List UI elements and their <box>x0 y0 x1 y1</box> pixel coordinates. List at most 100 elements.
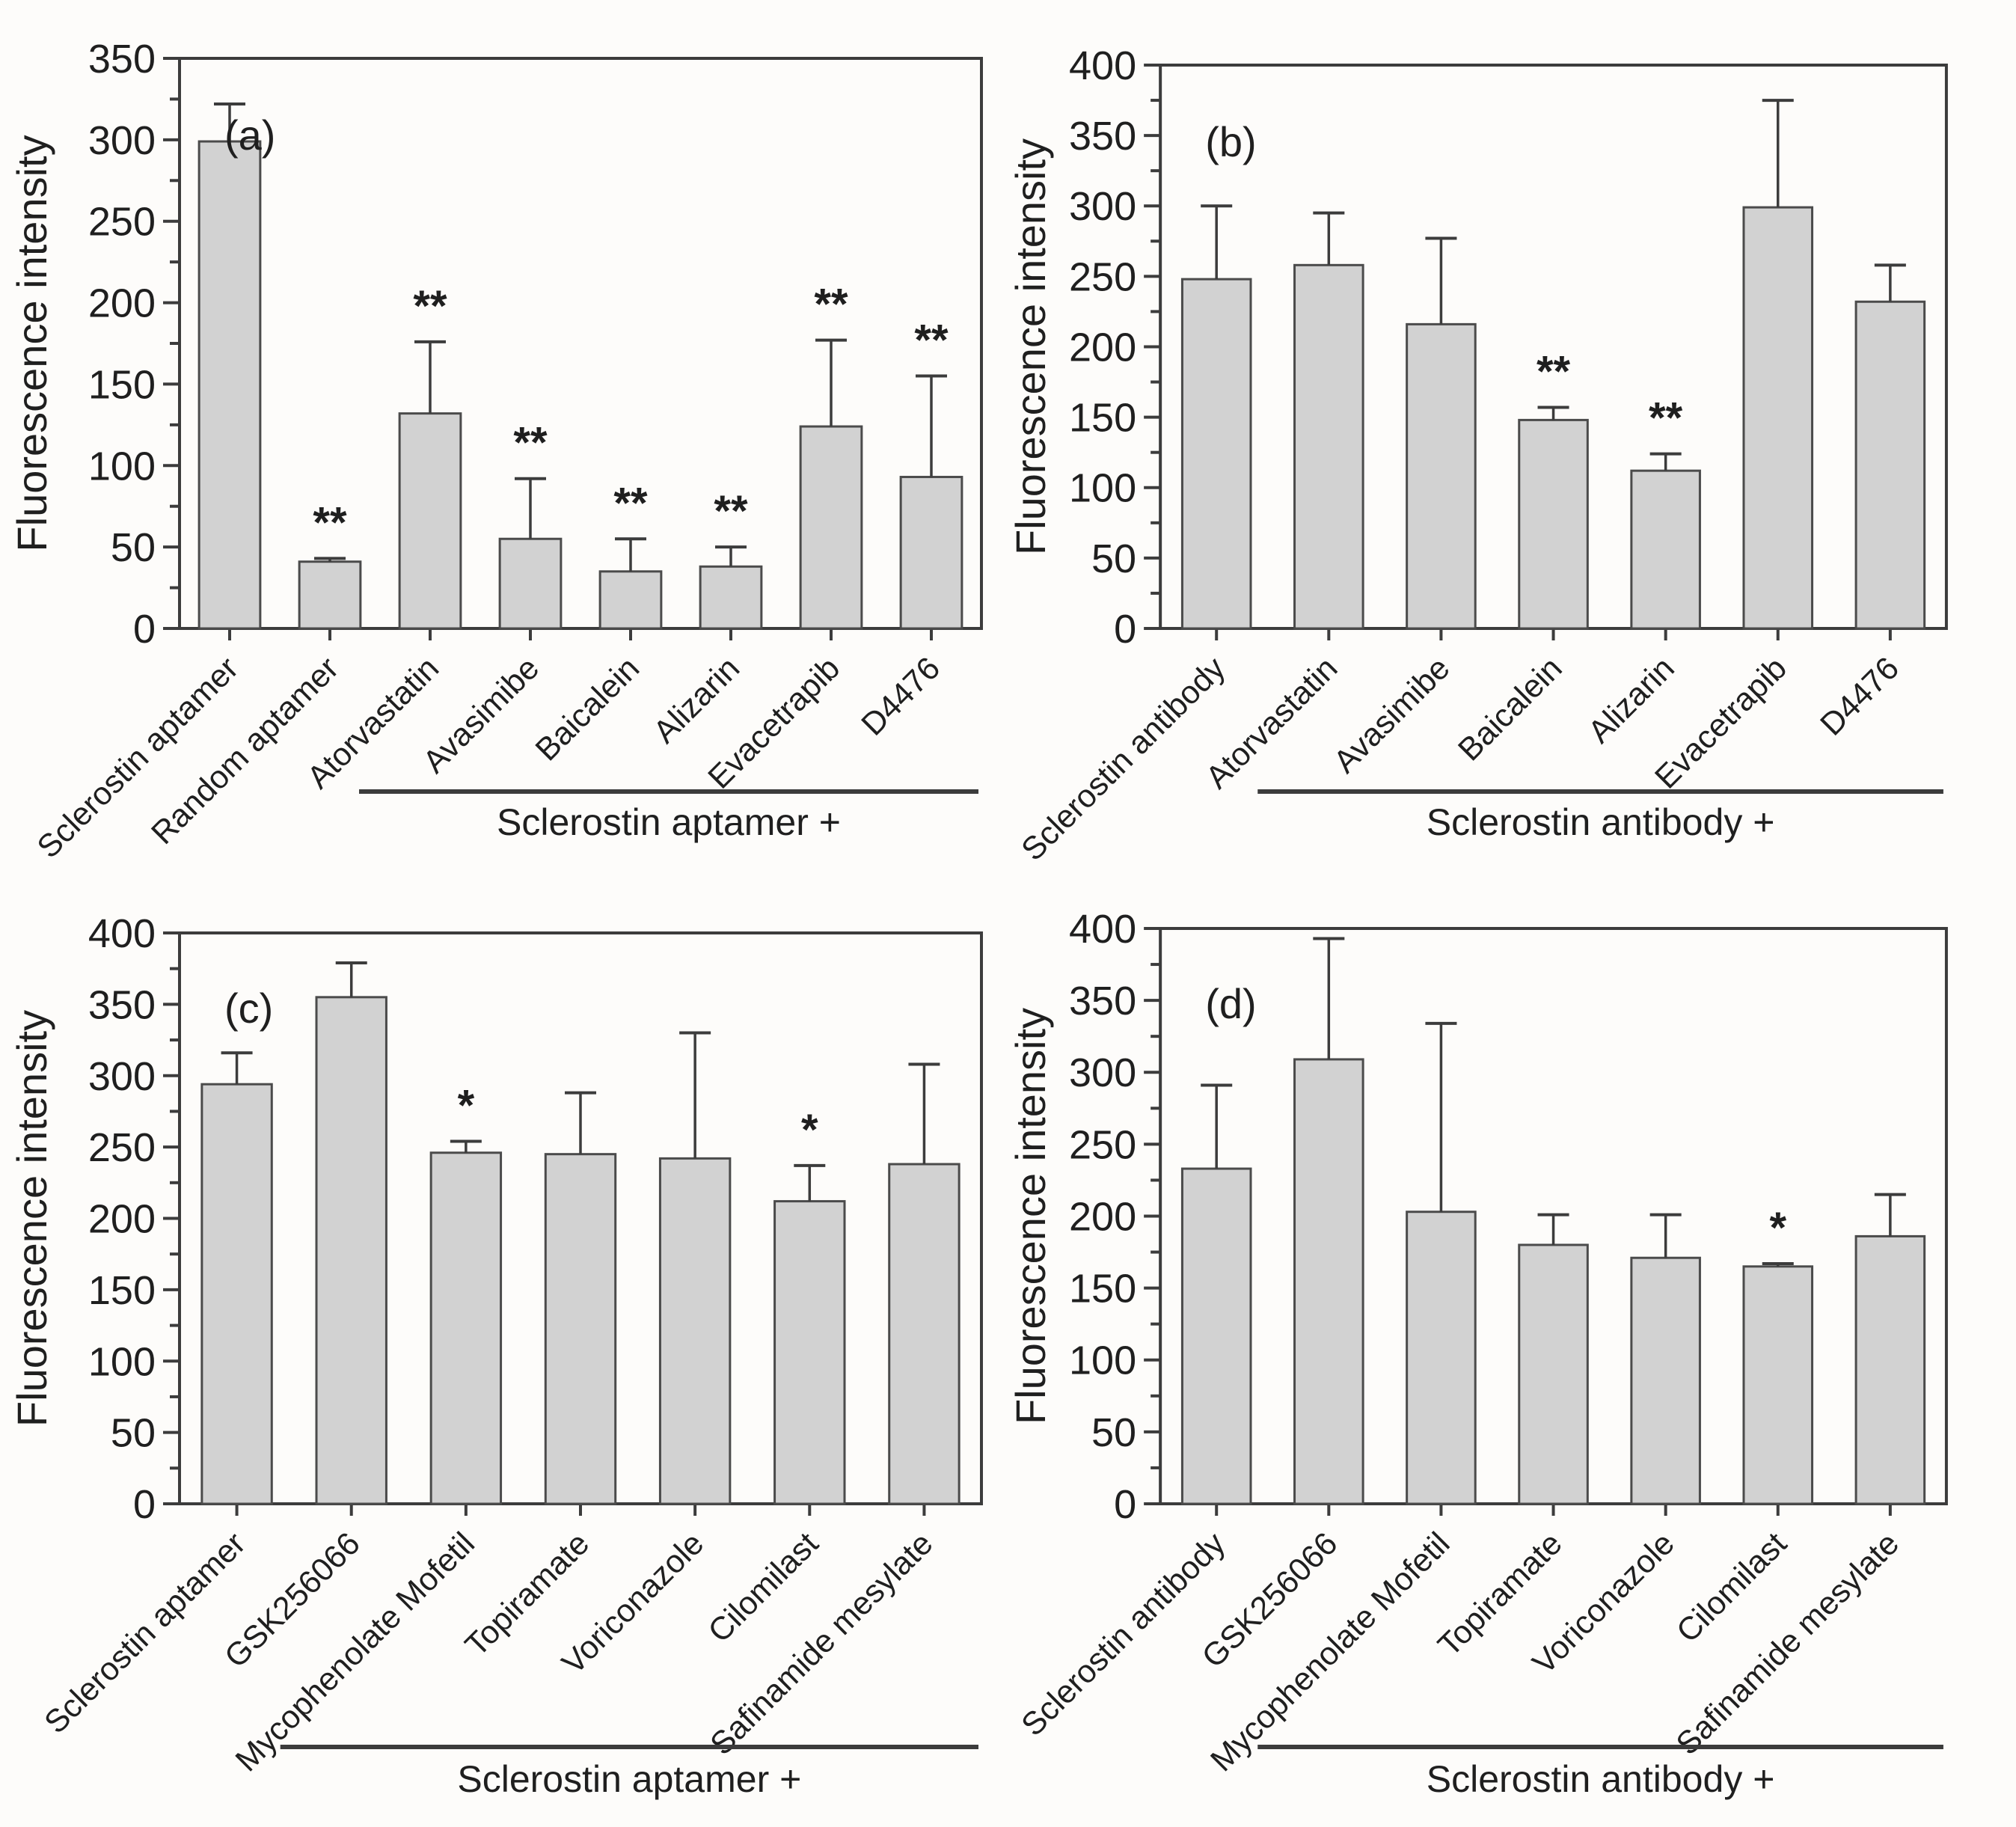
x-category-label: D4476 <box>855 650 948 743</box>
y-axis-title: Fluorescence intensity <box>1008 138 1054 555</box>
panel-a: 0 50 100 150 200 250 300 350 Sclerostin aptamer *… <box>0 0 1008 914</box>
bar-D4476 <box>1854 300 1926 630</box>
bar-Alizarin <box>699 565 763 630</box>
bar-Sclerostin aptamer <box>197 140 262 630</box>
y-tick-label: 0 <box>133 607 156 652</box>
y-tick-label: 400 <box>1069 914 1136 952</box>
x-category-label: Avasimibe <box>1327 650 1457 780</box>
significance-marker: ** <box>613 479 648 527</box>
significance-marker: * <box>1769 1204 1786 1252</box>
bar-Baicalein <box>1518 418 1589 630</box>
bar-Evacetrapib <box>1742 206 1814 630</box>
panel-b-chart: 0 50 100 150 200 250 300 350 400 Sclerostin antib… <box>1008 43 1948 868</box>
y-tick-label: 50 <box>1091 536 1136 581</box>
bar-Topiramate <box>1518 1243 1589 1505</box>
bar-Voriconazole <box>1630 1256 1701 1505</box>
bar-Safinamide mesylate <box>888 1163 960 1505</box>
y-tick-label: 350 <box>88 37 156 82</box>
y-tick-label: 100 <box>88 444 156 489</box>
bar-Voriconazole <box>658 1157 732 1505</box>
panel-d-chart: 0 50 100 150 200 250 300 350 400 Sclerostin antib… <box>1008 914 1948 1800</box>
bar-Mycophenolate Mofetil <box>429 1151 503 1505</box>
bar-Cilomilast <box>1742 1265 1814 1505</box>
bar-Safinamide mesylate <box>1854 1234 1926 1505</box>
bar-Random aptamer <box>298 560 362 630</box>
bar-GSK256066 <box>315 996 387 1505</box>
y-tick-label: 250 <box>88 1125 156 1170</box>
x-category-label: Safinamide mesylate <box>1670 1525 1906 1762</box>
significance-marker: ** <box>814 281 848 329</box>
bar-Cilomilast <box>773 1200 846 1505</box>
bar-Baicalein <box>598 570 663 630</box>
panel-b: 0 50 100 150 200 250 300 350 400 Sclerostin antib… <box>1008 0 2016 914</box>
significance-marker: ** <box>714 487 748 536</box>
bar-Alizarin <box>1630 469 1701 630</box>
bar-Atorvastatin <box>1293 263 1364 630</box>
significance-marker: ** <box>413 282 447 331</box>
group-label: Sclerostin aptamer + <box>497 801 841 843</box>
significance-marker: * <box>801 1106 818 1154</box>
y-tick-label: 200 <box>1069 325 1136 370</box>
y-tick-label: 350 <box>1069 114 1136 159</box>
x-category-label: Sclerostin antibody <box>1014 650 1232 868</box>
panel-c-chart: 0 50 100 150 200 250 300 350 400 Sclerostin aptam… <box>8 914 983 1800</box>
x-category-label: Mycophenolate Mofetil <box>229 1525 482 1778</box>
x-category-label: Sclerostin aptamer <box>37 1525 252 1740</box>
y-tick-label: 300 <box>88 1054 156 1099</box>
significance-marker: ** <box>513 419 548 468</box>
group-label: Sclerostin antibody + <box>1427 801 1775 843</box>
bar-Atorvastatin <box>398 412 462 630</box>
bar-Avasimibe <box>1406 322 1477 630</box>
y-tick-label: 300 <box>1069 184 1136 229</box>
y-tick-label: 100 <box>88 1339 156 1384</box>
y-tick-label: 100 <box>1069 1338 1136 1383</box>
group-label: Sclerostin antibody + <box>1427 1758 1775 1800</box>
y-tick-label: 100 <box>1069 466 1136 511</box>
panel-letter: (c) <box>224 985 273 1032</box>
y-tick-label: 300 <box>1069 1050 1136 1095</box>
y-tick-label: 50 <box>111 1411 156 1456</box>
bar-GSK256066 <box>1293 1058 1364 1505</box>
bar-Sclerostin antibody <box>1180 278 1252 630</box>
x-category-label: Cilomilast <box>702 1525 826 1650</box>
y-tick-label: 0 <box>1114 607 1136 652</box>
bar-Sclerostin aptamer <box>200 1083 273 1505</box>
x-category-label: Alizarin <box>646 650 747 750</box>
bar-Evacetrapib <box>799 425 863 630</box>
y-axis-title: Fluorescence intensity <box>1008 1008 1054 1424</box>
panel-letter: (a) <box>224 111 275 159</box>
significance-marker: ** <box>914 316 949 365</box>
panel-d: 0 50 100 150 200 250 300 350 400 Sclerostin antib… <box>1008 914 2016 1827</box>
x-category-label: Baicalein <box>1451 650 1569 768</box>
panel-letter: (b) <box>1205 118 1256 165</box>
x-category-label: Baicalein <box>529 650 646 768</box>
y-tick-label: 0 <box>133 1482 156 1527</box>
bar-Mycophenolate Mofetil <box>1406 1211 1477 1505</box>
bar-Avasimibe <box>498 537 563 630</box>
x-category-label: Sclerostin antibody <box>1014 1525 1232 1743</box>
panel-letter: (d) <box>1205 980 1256 1027</box>
x-category-label: Safinamide mesylate <box>703 1525 940 1762</box>
y-tick-label: 150 <box>88 1268 156 1313</box>
y-tick-label: 250 <box>1069 254 1136 299</box>
significance-marker: ** <box>1649 394 1683 443</box>
y-tick-label: 400 <box>1069 43 1136 88</box>
x-category-label: Random aptamer <box>144 650 346 851</box>
y-tick-label: 50 <box>111 525 156 570</box>
y-tick-label: 350 <box>1069 979 1136 1023</box>
significance-marker: ** <box>1536 347 1571 396</box>
x-category-label: Alizarin <box>1581 650 1682 750</box>
y-axis-title: Fluorescence intensity <box>8 135 55 551</box>
y-tick-label: 50 <box>1091 1410 1136 1455</box>
y-axis-title: Fluorescence intensity <box>8 1010 55 1427</box>
y-tick-label: 300 <box>88 118 156 163</box>
bar-Sclerostin antibody <box>1180 1167 1252 1505</box>
significance-marker: * <box>458 1081 475 1130</box>
y-tick-label: 250 <box>88 200 156 245</box>
y-tick-label: 350 <box>88 982 156 1027</box>
y-tick-label: 200 <box>88 281 156 326</box>
significance-marker: ** <box>313 498 347 547</box>
panel-c: 0 50 100 150 200 250 300 350 400 Sclerostin aptam… <box>0 914 1008 1827</box>
